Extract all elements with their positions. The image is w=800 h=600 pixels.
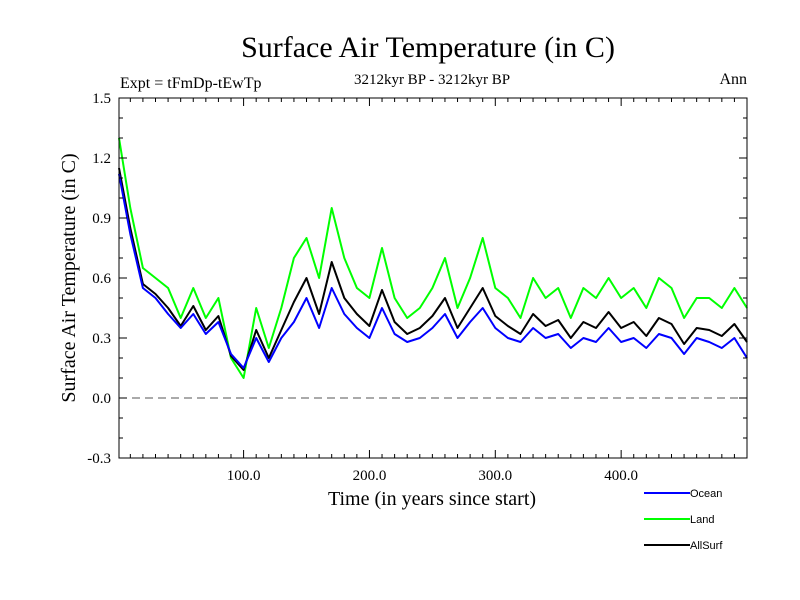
- season-label: Ann: [719, 71, 747, 88]
- x-tick-label: 200.0: [353, 468, 387, 484]
- y-tick-label: -0.3: [87, 451, 111, 467]
- legend-label-land: Land: [690, 514, 714, 526]
- series-line-allsurf: [118, 167, 748, 371]
- y-axis-label: Surface Air Temperature (in C): [58, 153, 80, 402]
- y-tick-label: 1.5: [92, 91, 111, 107]
- y-tick-label: 0.3: [92, 331, 111, 347]
- x-tick-label: 100.0: [227, 468, 261, 484]
- plot-frame: [118, 97, 748, 459]
- x-tick-label: 300.0: [478, 468, 512, 484]
- period-label: 3212kyr BP - 3212kyr BP: [354, 72, 510, 88]
- x-tick-label: 400.0: [604, 468, 638, 484]
- y-tick-label: 1.2: [92, 151, 111, 167]
- x-axis-label: Time (in years since start): [328, 488, 536, 510]
- chart-title: Surface Air Temperature (in C): [241, 31, 615, 64]
- legend-label-allsurf: AllSurf: [690, 540, 723, 552]
- series-line-ocean: [118, 173, 748, 369]
- series-line-land: [118, 137, 748, 379]
- experiment-label: Expt = tFmDp-tEwTp: [120, 75, 261, 92]
- y-tick-label: 0.9: [92, 211, 111, 227]
- y-tick-label: 0.6: [92, 271, 111, 287]
- y-tick-label: 0.0: [92, 391, 111, 407]
- legend-label-ocean: Ocean: [690, 488, 722, 500]
